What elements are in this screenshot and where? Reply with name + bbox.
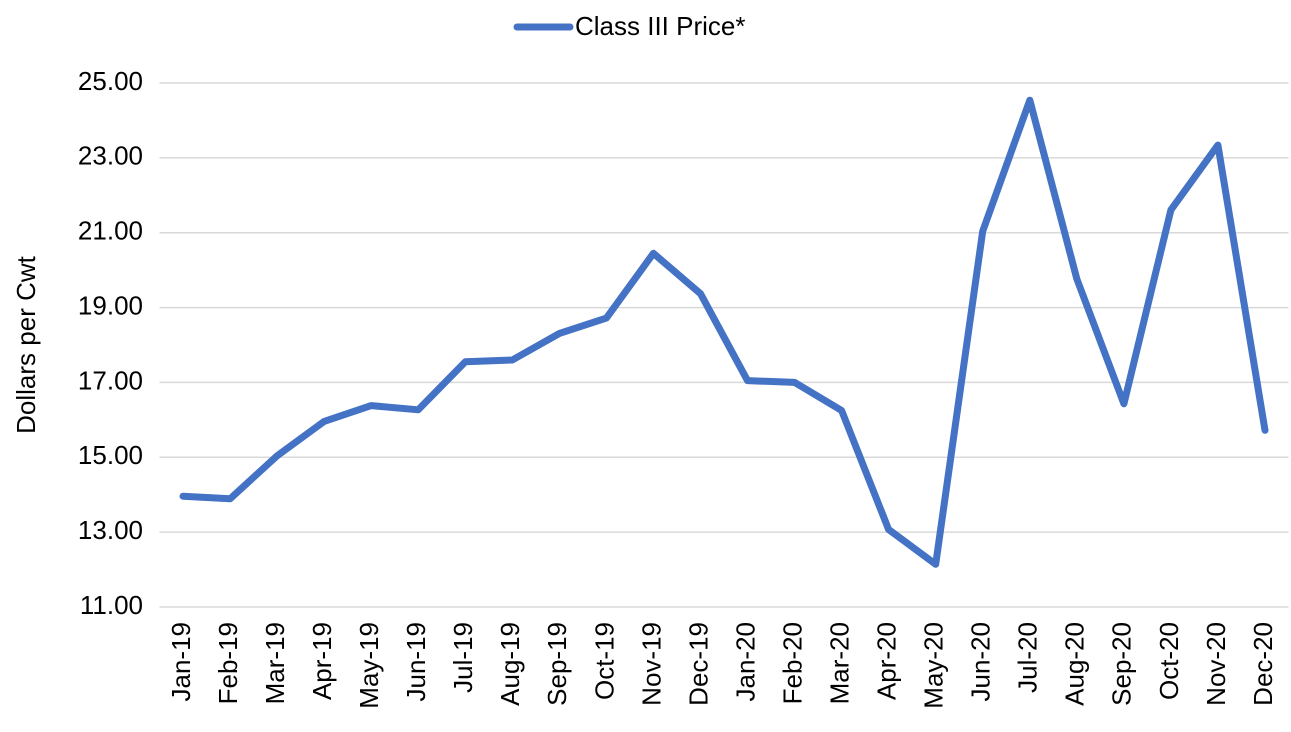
x-tick-label: Sep-20	[1107, 622, 1137, 706]
x-tick-label: Sep-19	[542, 622, 572, 706]
x-tick-label: Apr-19	[307, 622, 337, 700]
x-tick-label: Dec-20	[1248, 622, 1278, 706]
x-tick-label: Dec-19	[683, 622, 713, 706]
x-tick-label: Oct-19	[589, 622, 619, 700]
legend-label: Class III Price*	[575, 11, 746, 41]
y-tick-label: 17.00	[78, 365, 143, 395]
y-axis-label: Dollars per Cwt	[11, 255, 41, 433]
x-tick-label: May-20	[919, 622, 949, 709]
x-tick-label: Oct-20	[1154, 622, 1184, 700]
y-tick-label: 13.00	[78, 515, 143, 545]
x-tick-label: Aug-20	[1060, 622, 1090, 706]
y-tick-label: 19.00	[78, 290, 143, 320]
y-tick-label: 23.00	[78, 141, 143, 171]
y-tick-label: 15.00	[78, 440, 143, 470]
y-tick-label: 25.00	[78, 66, 143, 96]
x-tick-label: Feb-19	[213, 622, 243, 704]
y-tick-label: 21.00	[78, 216, 143, 246]
x-tick-label: Nov-20	[1201, 622, 1231, 706]
x-tick-label: Nov-19	[636, 622, 666, 706]
x-tick-label: Aug-19	[495, 622, 525, 706]
x-tick-label: Jun-20	[966, 622, 996, 702]
x-tick-label: Jun-19	[401, 622, 431, 702]
x-tick-label: Jul-19	[448, 622, 478, 693]
x-tick-label: Feb-20	[777, 622, 807, 704]
x-tick-label: Jan-19	[166, 622, 196, 702]
line-series	[179, 96, 1269, 568]
x-tick-label: Mar-19	[260, 622, 290, 704]
y-tick-label: 11.00	[80, 590, 143, 620]
x-tick-label: Jul-20	[1013, 622, 1043, 693]
x-tick-label: Jan-20	[730, 622, 760, 702]
x-tick-label: Mar-20	[824, 622, 854, 704]
x-tick-label: May-19	[354, 622, 384, 709]
x-tick-label: Apr-20	[872, 622, 902, 700]
